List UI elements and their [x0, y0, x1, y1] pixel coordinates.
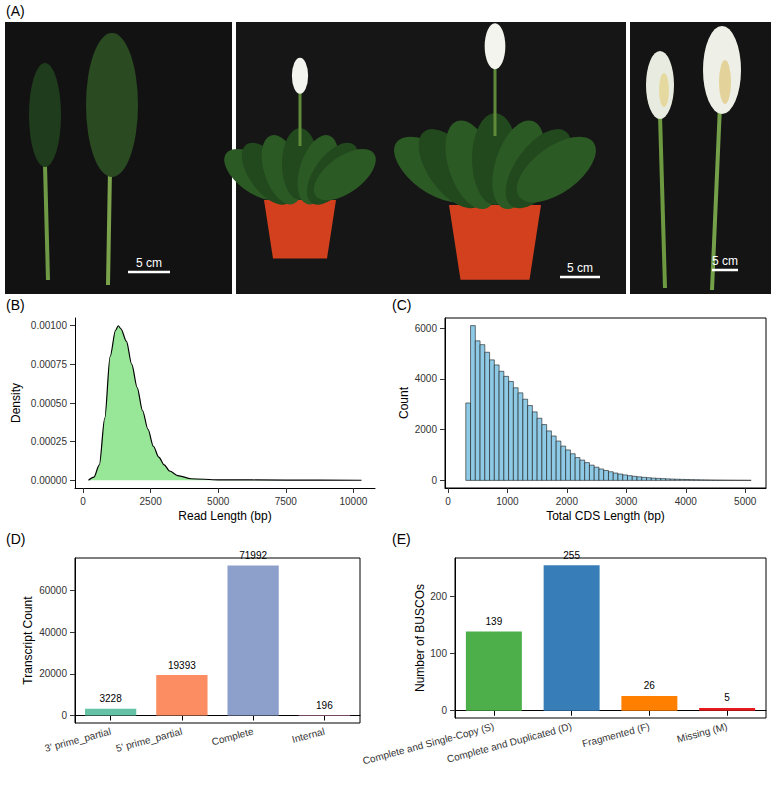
svg-text:Read Length (bp): Read Length (bp) [178, 509, 271, 523]
svg-text:0: 0 [441, 705, 447, 716]
svg-text:10000: 10000 [339, 496, 367, 507]
svg-text:(C): (C) [392, 297, 411, 313]
svg-text:20000: 20000 [39, 668, 67, 679]
svg-text:Density: Density [9, 383, 23, 423]
svg-text:71992: 71992 [239, 550, 267, 561]
svg-text:255: 255 [563, 550, 580, 561]
svg-text:0.00075: 0.00075 [31, 359, 68, 370]
svg-text:2000: 2000 [556, 496, 579, 507]
svg-text:196: 196 [316, 700, 333, 711]
svg-text:3228: 3228 [100, 693, 123, 704]
svg-text:26: 26 [644, 680, 656, 691]
svg-text:5' prime_partial: 5' prime_partial [115, 726, 184, 754]
svg-text:Number of BUSCOs: Number of BUSCOs [413, 584, 427, 692]
svg-text:5: 5 [724, 692, 730, 703]
svg-text:Count: Count [397, 386, 411, 419]
svg-text:60000: 60000 [39, 585, 67, 596]
svg-text:7500: 7500 [275, 496, 298, 507]
svg-text:5 cm: 5 cm [712, 254, 738, 268]
svg-text:Complete and Duplicated (D): Complete and Duplicated (D) [446, 721, 573, 765]
svg-text:Fragmented (F): Fragmented (F) [581, 721, 651, 750]
svg-text:4000: 4000 [415, 373, 438, 384]
svg-text:0.00025: 0.00025 [31, 436, 68, 447]
svg-text:0: 0 [445, 496, 451, 507]
svg-text:0: 0 [431, 475, 437, 486]
svg-text:3' prime_partial: 3' prime_partial [43, 726, 112, 754]
svg-text:200: 200 [430, 591, 447, 602]
svg-text:1000: 1000 [496, 496, 519, 507]
svg-text:2000: 2000 [415, 424, 438, 435]
svg-text:5 cm: 5 cm [567, 261, 593, 275]
svg-text:0: 0 [61, 710, 67, 721]
svg-text:Missing (M): Missing (M) [676, 721, 729, 745]
svg-text:0.00100: 0.00100 [31, 320, 68, 331]
svg-text:Total CDS Length (bp): Total CDS Length (bp) [546, 509, 665, 523]
svg-text:5 cm: 5 cm [136, 256, 162, 270]
svg-text:(A): (A) [6, 3, 25, 19]
svg-text:19393: 19393 [168, 660, 196, 671]
svg-text:2500: 2500 [140, 496, 163, 507]
svg-text:40000: 40000 [39, 627, 67, 638]
svg-text:Transcript Count: Transcript Count [21, 596, 35, 685]
svg-text:(E): (E) [392, 531, 411, 547]
svg-text:0.00000: 0.00000 [31, 475, 68, 486]
svg-text:Complete and Single-Copy (S): Complete and Single-Copy (S) [361, 721, 495, 767]
svg-text:4000: 4000 [675, 496, 698, 507]
svg-text:Internal: Internal [291, 726, 326, 745]
svg-text:(B): (B) [6, 297, 25, 313]
svg-text:5000: 5000 [734, 496, 757, 507]
svg-text:(D): (D) [6, 531, 25, 547]
svg-text:Complete: Complete [210, 726, 255, 748]
svg-text:100: 100 [430, 648, 447, 659]
svg-text:6000: 6000 [415, 323, 438, 334]
svg-text:0: 0 [80, 496, 86, 507]
svg-text:3000: 3000 [615, 496, 638, 507]
svg-text:5000: 5000 [207, 496, 230, 507]
svg-text:139: 139 [486, 616, 503, 627]
svg-text:0.00050: 0.00050 [31, 398, 68, 409]
